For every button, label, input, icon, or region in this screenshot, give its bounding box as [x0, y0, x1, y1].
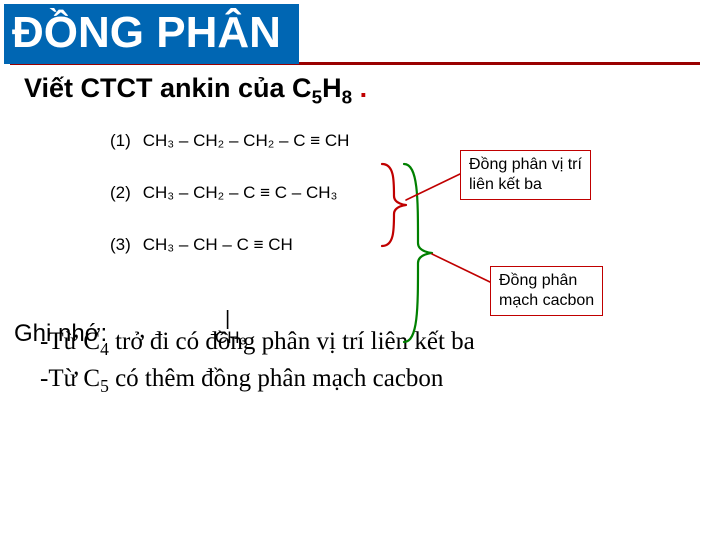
formula-3-ch3: CH₃ [215, 328, 246, 348]
formula-1-num: (1) [110, 131, 138, 151]
callout-1: Đồng phân vị trí liên kết ba [460, 150, 591, 200]
formula-2-text: CH₃ – CH₂ – C ≡ C – CH₃ [143, 183, 338, 202]
callout-2-line2: mạch cacbon [499, 292, 594, 309]
subtitle-sub1: 5 [312, 87, 323, 108]
note-2-sub: 5 [100, 376, 109, 396]
callout-1-line [406, 174, 460, 200]
note-2: -Từ C5 có thêm đồng phân mạch cacbon [40, 362, 720, 399]
formula-3-num: (3) [110, 235, 138, 255]
note-2b: có thêm đồng phân mạch cacbon [109, 365, 444, 392]
note-1: -Từ C4 trở đi có đồng phân vị trí liên k… [40, 325, 720, 362]
title-banner: ĐỒNG PHÂN [4, 4, 299, 64]
subtitle-dot: . [352, 73, 367, 103]
callout-1-connector [404, 170, 464, 210]
callout-2-line1: Đồng phân [499, 272, 577, 289]
callout-2-line [432, 254, 490, 282]
callout-1-line1: Đồng phân vị trí [469, 156, 582, 173]
callout-2-connector [430, 250, 494, 290]
subtitle-mid: H [322, 73, 342, 103]
formula-2-num: (2) [110, 183, 138, 203]
formula-3-text: CH₃ – CH – C ≡ CH [143, 235, 293, 254]
subtitle-prefix: Viết CTCT ankin của C [24, 73, 312, 103]
formula-1-text: CH₃ – CH₂ – CH₂ – C ≡ CH [143, 131, 350, 150]
formula-1: (1) CH₃ – CH₂ – CH₂ – C ≡ CH [110, 131, 720, 151]
callout-2: Đồng phân mạch cacbon [490, 266, 603, 316]
note-2a: -Từ C [40, 365, 100, 392]
notes: -Từ C4 trở đi có đồng phân vị trí liên k… [40, 325, 720, 398]
ghi-nho: Ghi nhớ: [14, 320, 107, 348]
callout-1-line2: liên kết ba [469, 176, 542, 193]
subtitle-sub2: 8 [342, 87, 353, 108]
title-text: ĐỒNG PHÂN [12, 8, 281, 57]
subtitle: Viết CTCT ankin của C5H8 . [24, 73, 720, 109]
